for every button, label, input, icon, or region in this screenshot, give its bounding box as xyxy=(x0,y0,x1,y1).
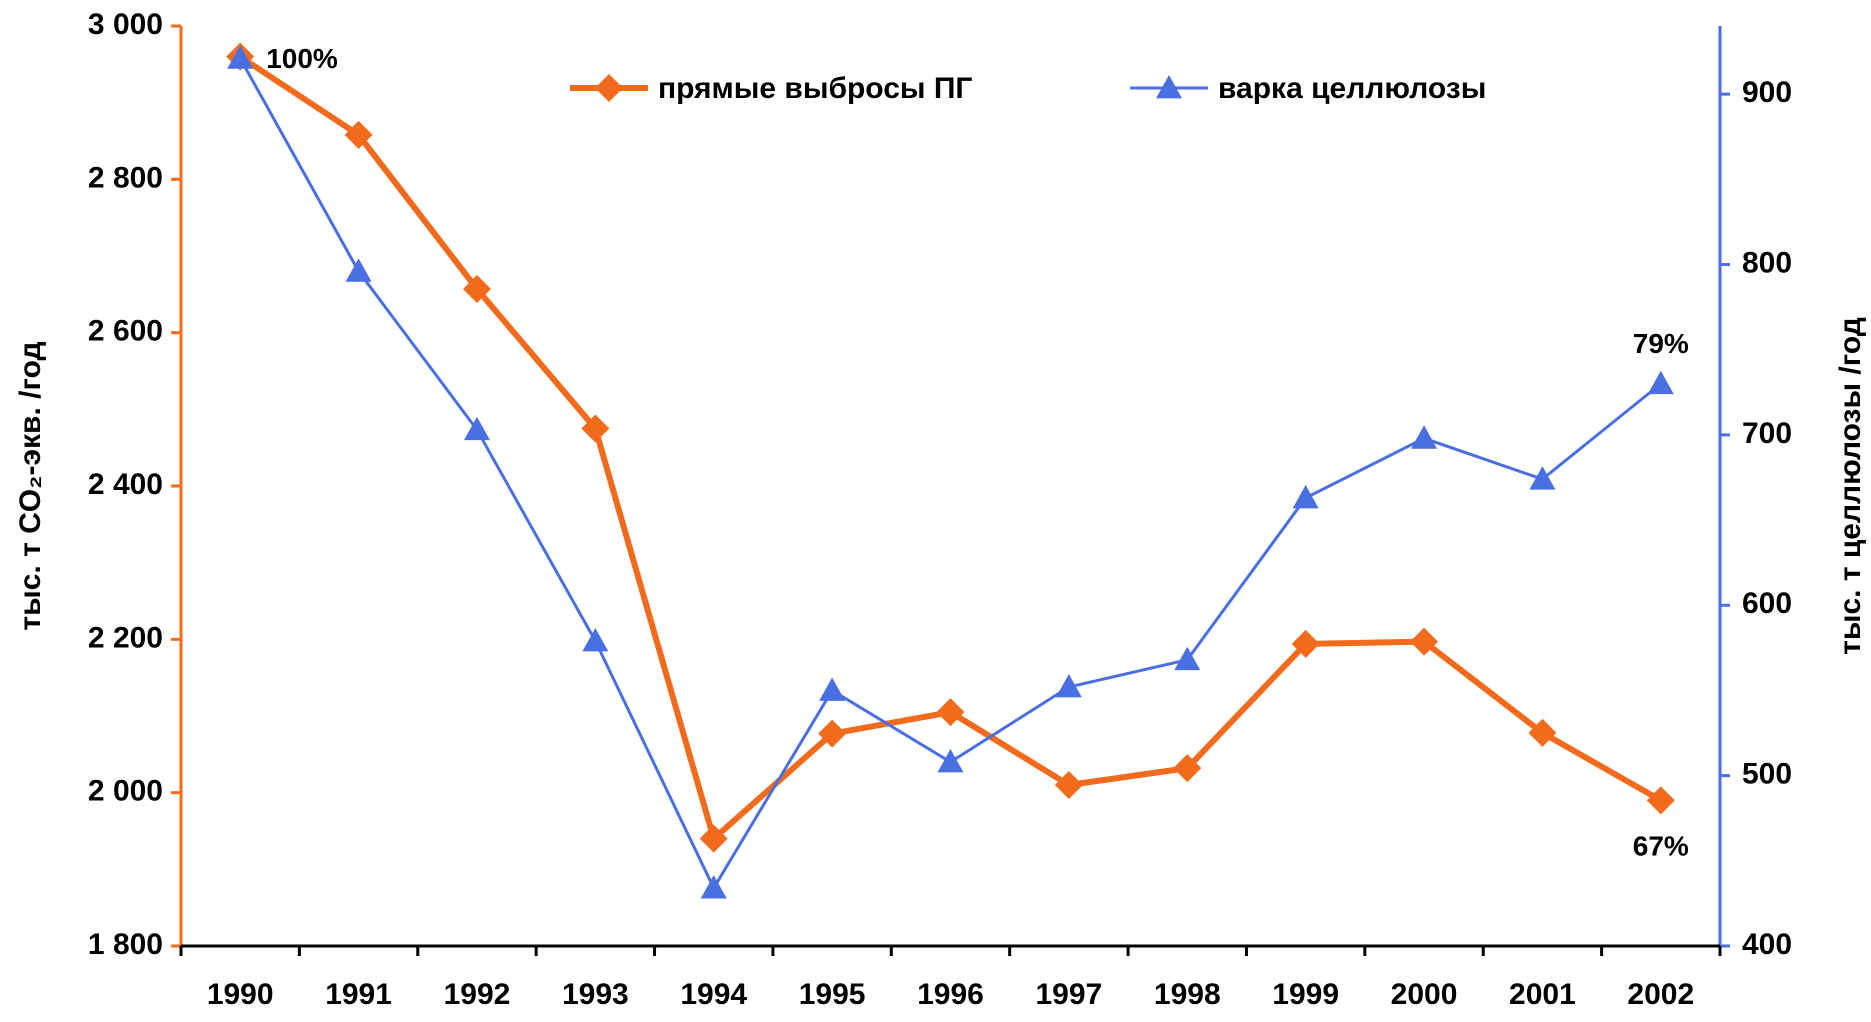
series-marker xyxy=(1647,370,1674,395)
x-tick-label: 1996 xyxy=(917,978,984,1011)
y-tick-label: 2 200 xyxy=(88,621,163,654)
series-marker xyxy=(1055,674,1082,698)
y2-tick-label: 900 xyxy=(1742,76,1792,109)
x-tick-label: 1995 xyxy=(799,978,866,1011)
y-axis-label: тыс. т CO₂-экв. /год xyxy=(14,341,47,630)
y-tick-label: 2 000 xyxy=(88,775,163,808)
y-tick-label: 2 600 xyxy=(88,315,163,348)
series-marker xyxy=(227,45,254,69)
series-marker xyxy=(700,875,727,899)
legend-label: варка целлюлозы xyxy=(1218,72,1486,105)
x-tick-label: 1999 xyxy=(1272,978,1339,1011)
series-marker xyxy=(1528,718,1557,747)
y2-tick-label: 700 xyxy=(1742,417,1792,450)
x-tick-label: 1997 xyxy=(1036,978,1103,1011)
y-tick-label: 2 800 xyxy=(88,161,163,194)
series-marker xyxy=(937,749,964,773)
y-tick-label: 3 000 xyxy=(88,8,163,41)
series-marker xyxy=(699,824,728,853)
legend-marker xyxy=(595,74,623,102)
series-marker xyxy=(1174,646,1201,671)
series-marker xyxy=(819,677,846,701)
y-tick-label: 1 800 xyxy=(88,928,163,961)
series-marker xyxy=(936,698,965,727)
series-marker xyxy=(1173,754,1202,783)
annotation: 79% xyxy=(1633,328,1689,359)
series-marker xyxy=(1411,425,1438,449)
legend-label: прямые выбросы ПГ xyxy=(658,72,972,105)
series-marker xyxy=(344,120,373,149)
series-marker xyxy=(1410,627,1439,656)
series-marker xyxy=(582,628,609,652)
x-tick-label: 2000 xyxy=(1391,978,1458,1011)
series-marker xyxy=(1646,786,1675,815)
y2-axis-label: тыс. т целлюлозы /год xyxy=(1834,317,1867,655)
x-tick-label: 1992 xyxy=(444,978,511,1011)
series-marker xyxy=(818,719,847,748)
x-tick-label: 1994 xyxy=(680,978,747,1011)
series-marker xyxy=(345,258,372,282)
x-tick-label: 1990 xyxy=(207,978,274,1011)
series-marker xyxy=(1292,484,1319,509)
annotation: 67% xyxy=(1633,831,1689,862)
x-tick-label: 2002 xyxy=(1627,978,1694,1011)
series-marker xyxy=(462,274,491,303)
legend-marker xyxy=(1156,75,1182,99)
series-marker xyxy=(463,416,490,441)
x-tick-label: 2001 xyxy=(1509,978,1576,1011)
series-marker xyxy=(1291,629,1320,658)
x-tick-label: 1998 xyxy=(1154,978,1221,1011)
series-marker xyxy=(1529,466,1556,490)
x-tick-label: 1993 xyxy=(562,978,629,1011)
annotation: 100% xyxy=(266,43,338,74)
y2-tick-label: 800 xyxy=(1742,246,1792,279)
series-marker xyxy=(1054,771,1083,799)
series-marker xyxy=(581,414,610,443)
y-tick-label: 2 400 xyxy=(88,468,163,501)
y2-tick-label: 500 xyxy=(1742,758,1792,791)
x-tick-label: 1991 xyxy=(325,978,392,1011)
y2-tick-label: 400 xyxy=(1742,928,1792,961)
y2-tick-label: 600 xyxy=(1742,587,1792,620)
